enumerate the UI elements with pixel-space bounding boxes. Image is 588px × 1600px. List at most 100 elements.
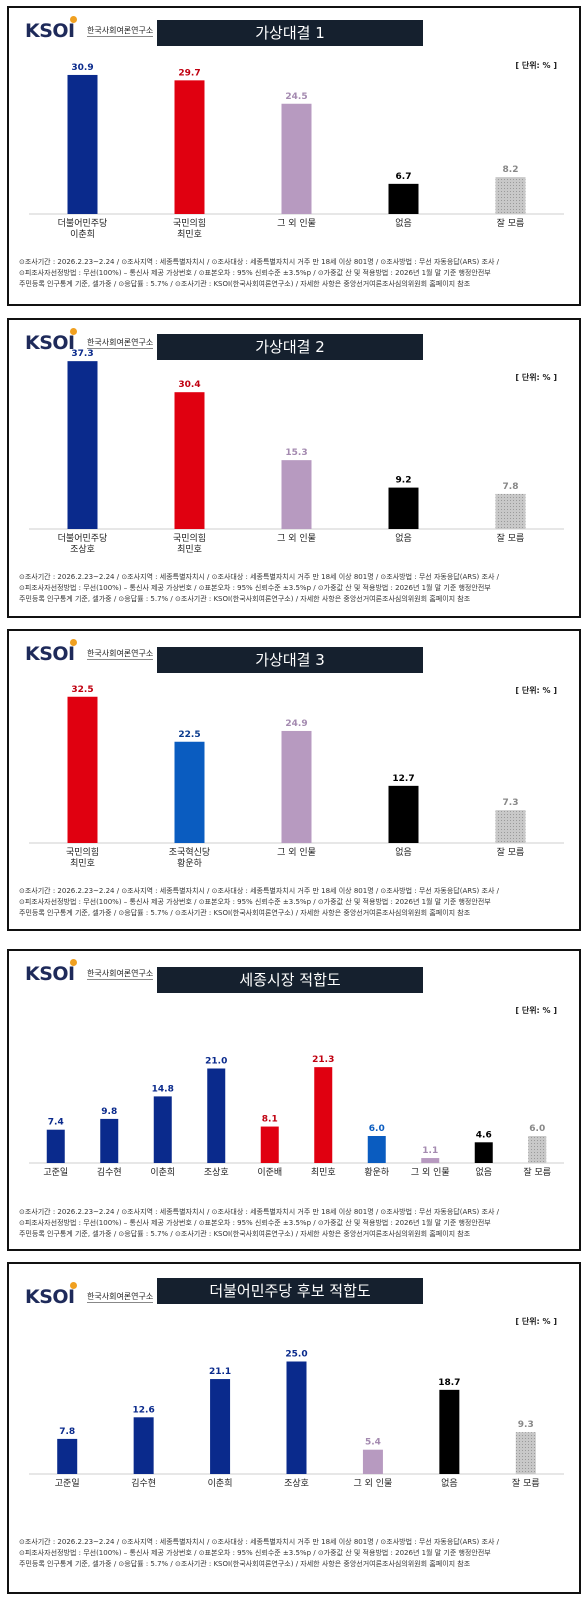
survey-footer: ⊙조사기간 : 2026.2.23~2.24 / ⊙조사지역 : 세종특별자치시… [19,257,571,290]
survey-footer: ⊙조사기간 : 2026.2.23~2.24 / ⊙조사지역 : 세종특별자치시… [19,572,571,605]
logo-text: KSOI [25,963,75,985]
bar [367,1136,386,1163]
unit-label: [ 단위: % ] [515,373,557,382]
footer-line-3: 주민등록 인구통계 기준, 셀가중 / ⊙응답률 : 5.7% / ⊙조사기관 … [19,280,471,288]
bar [46,1129,65,1163]
bar-chart: 7.4 고준일 9.8 김수현 14.8 이춘희 21.0 조상호 8.1 이준배 21.3 최민호 6… [29,1055,564,1178]
bar [281,460,312,529]
footer-line-3: 주민등록 인구통계 기준, 셀가중 / ⊙응답률 : 5.7% / ⊙조사기관 … [19,595,471,603]
tick-label: 그 외 인물 [354,1477,393,1489]
data-label: 30.9 [71,63,93,73]
bar [421,1158,440,1163]
tick-label: 그 외 인물 [277,532,316,544]
bar [67,696,98,843]
logo-dot-icon [70,959,77,966]
tick-label: 없음 [395,533,412,544]
bar [174,80,205,214]
unit-label: [ 단위: % ] [515,1006,557,1015]
bar [495,177,526,214]
tick-label: 잘 모름 [497,532,525,544]
data-label: 4.6 [476,1130,492,1140]
survey-footer: ⊙조사기간 : 2026.2.23~2.24 / ⊙조사지역 : 세종특별자치시… [19,886,571,919]
data-label: 21.0 [205,1057,227,1067]
tick-label: 조상호 [70,544,95,555]
footer-line-1: ⊙조사기간 : 2026.2.23~2.24 / ⊙조사지역 : 세종특별자치시… [19,887,499,895]
tick-label: 국민의힘 [173,533,206,544]
bar [314,1067,333,1163]
footer-line-2: ⊙피조사자선정방법 : 무선(100%) – 통신사 제공 가상번호 / ⊙표본… [19,898,491,906]
footer-line-2: ⊙피조사자선정방법 : 무선(100%) – 통신사 제공 가상번호 / ⊙표본… [19,584,491,592]
logo-subtitle: 한국사회여론연구소 [87,26,154,37]
logo-dot-icon [70,16,77,23]
chart-title: 가상대결 3 [157,647,423,673]
footer-line-3: 주민등록 인구통계 기준, 셀가중 / ⊙응답률 : 5.7% / ⊙조사기관 … [19,1230,471,1238]
footer-line-3: 주민등록 인구통계 기준, 셀가중 / ⊙응답률 : 5.7% / ⊙조사기관 … [19,909,471,917]
bar [388,487,419,529]
logo-dot-icon [70,639,77,646]
unit-label: [ 단위: % ] [515,686,557,695]
bar [515,1432,536,1474]
tick-label: 조상호 [204,1167,229,1178]
bar [281,103,312,214]
data-label: 14.8 [152,1084,174,1094]
data-label: 9.8 [101,1107,117,1117]
unit-label: [ 단위: % ] [515,61,557,70]
logo-text: KSOI [25,1286,75,1308]
footer-line-1: ⊙조사기간 : 2026.2.23~2.24 / ⊙조사지역 : 세종특별자치시… [19,573,499,581]
data-label: 29.7 [178,68,200,78]
bar [495,493,526,529]
tick-label: 잘 모름 [497,846,525,858]
tick-label: 더불어민주당 [58,533,108,544]
logo-subtitle: 한국사회여론연구소 [87,338,154,349]
data-label: 12.6 [133,1405,155,1415]
chart-title: 세종시장 적합도 [157,967,423,993]
data-label: 8.2 [503,165,519,175]
bar [100,1118,119,1163]
data-label: 18.7 [438,1378,460,1388]
tick-label: 고준일 [43,1167,68,1178]
tick-label: 최민호 [177,229,202,240]
unit-label: [ 단위: % ] [515,1317,557,1326]
data-label: 9.3 [518,1420,534,1430]
bar [439,1389,460,1474]
tick-label: 그 외 인물 [277,846,316,858]
chart-panel-3: KSOI 한국사회여론연구소 가상대결 3 [ 단위: % ] 32.5 국민의힘… [7,629,581,931]
footer-line-1: ⊙조사기간 : 2026.2.23~2.24 / ⊙조사지역 : 세종특별자치시… [19,258,499,266]
tick-label: 잘 모름 [497,217,525,229]
bar [474,1142,493,1163]
chart-title: 더불어민주당 후보 적합도 [157,1278,423,1304]
chart-title: 가상대결 1 [157,20,423,46]
bar [207,1068,226,1163]
bar [153,1096,172,1163]
logo-text: KSOI [25,20,75,42]
bar [286,1361,307,1474]
chart-panel-2: KSOI 한국사회여론연구소 가상대결 2 [ 단위: % ] 37.3 더불어민… [7,318,581,618]
chart-panel-1: KSOI 한국사회여론연구소 가상대결 1 [ 단위: % ] 30.9 더불어민… [7,6,581,306]
tick-label: 최민호 [311,1167,336,1178]
logo-subtitle: 한국사회여론연구소 [87,969,154,980]
tick-label: 이춘희 [208,1477,233,1489]
logo-subtitle: 한국사회여론연구소 [87,1292,154,1303]
tick-label: 이춘희 [70,228,95,240]
bar [57,1438,78,1474]
tick-label: 김수현 [97,1166,122,1178]
tick-label: 잘 모름 [523,1166,551,1178]
data-label: 12.7 [392,774,414,784]
tick-label: 최민호 [177,544,202,555]
logo-text: KSOI [25,643,75,665]
data-label: 6.7 [396,172,412,182]
tick-label: 그 외 인물 [411,1166,450,1178]
data-label: 5.4 [365,1438,381,1448]
data-label: 24.9 [285,719,307,729]
tick-label: 국민의힘 [173,218,206,229]
chart-panel-4: KSOI 한국사회여론연구소 세종시장 적합도 [ 단위: % ] 7.4 고준일… [7,949,581,1251]
chart-panel-5: KSOI 한국사회여론연구소 더불어민주당 후보 적합도 [ 단위: % ] 7… [7,1262,581,1594]
tick-label: 이춘희 [150,1166,175,1178]
data-label: 37.3 [71,349,93,359]
data-label: 7.8 [503,482,519,492]
footer-line-1: ⊙조사기간 : 2026.2.23~2.24 / ⊙조사지역 : 세종특별자치시… [19,1538,499,1546]
bar [388,183,419,214]
